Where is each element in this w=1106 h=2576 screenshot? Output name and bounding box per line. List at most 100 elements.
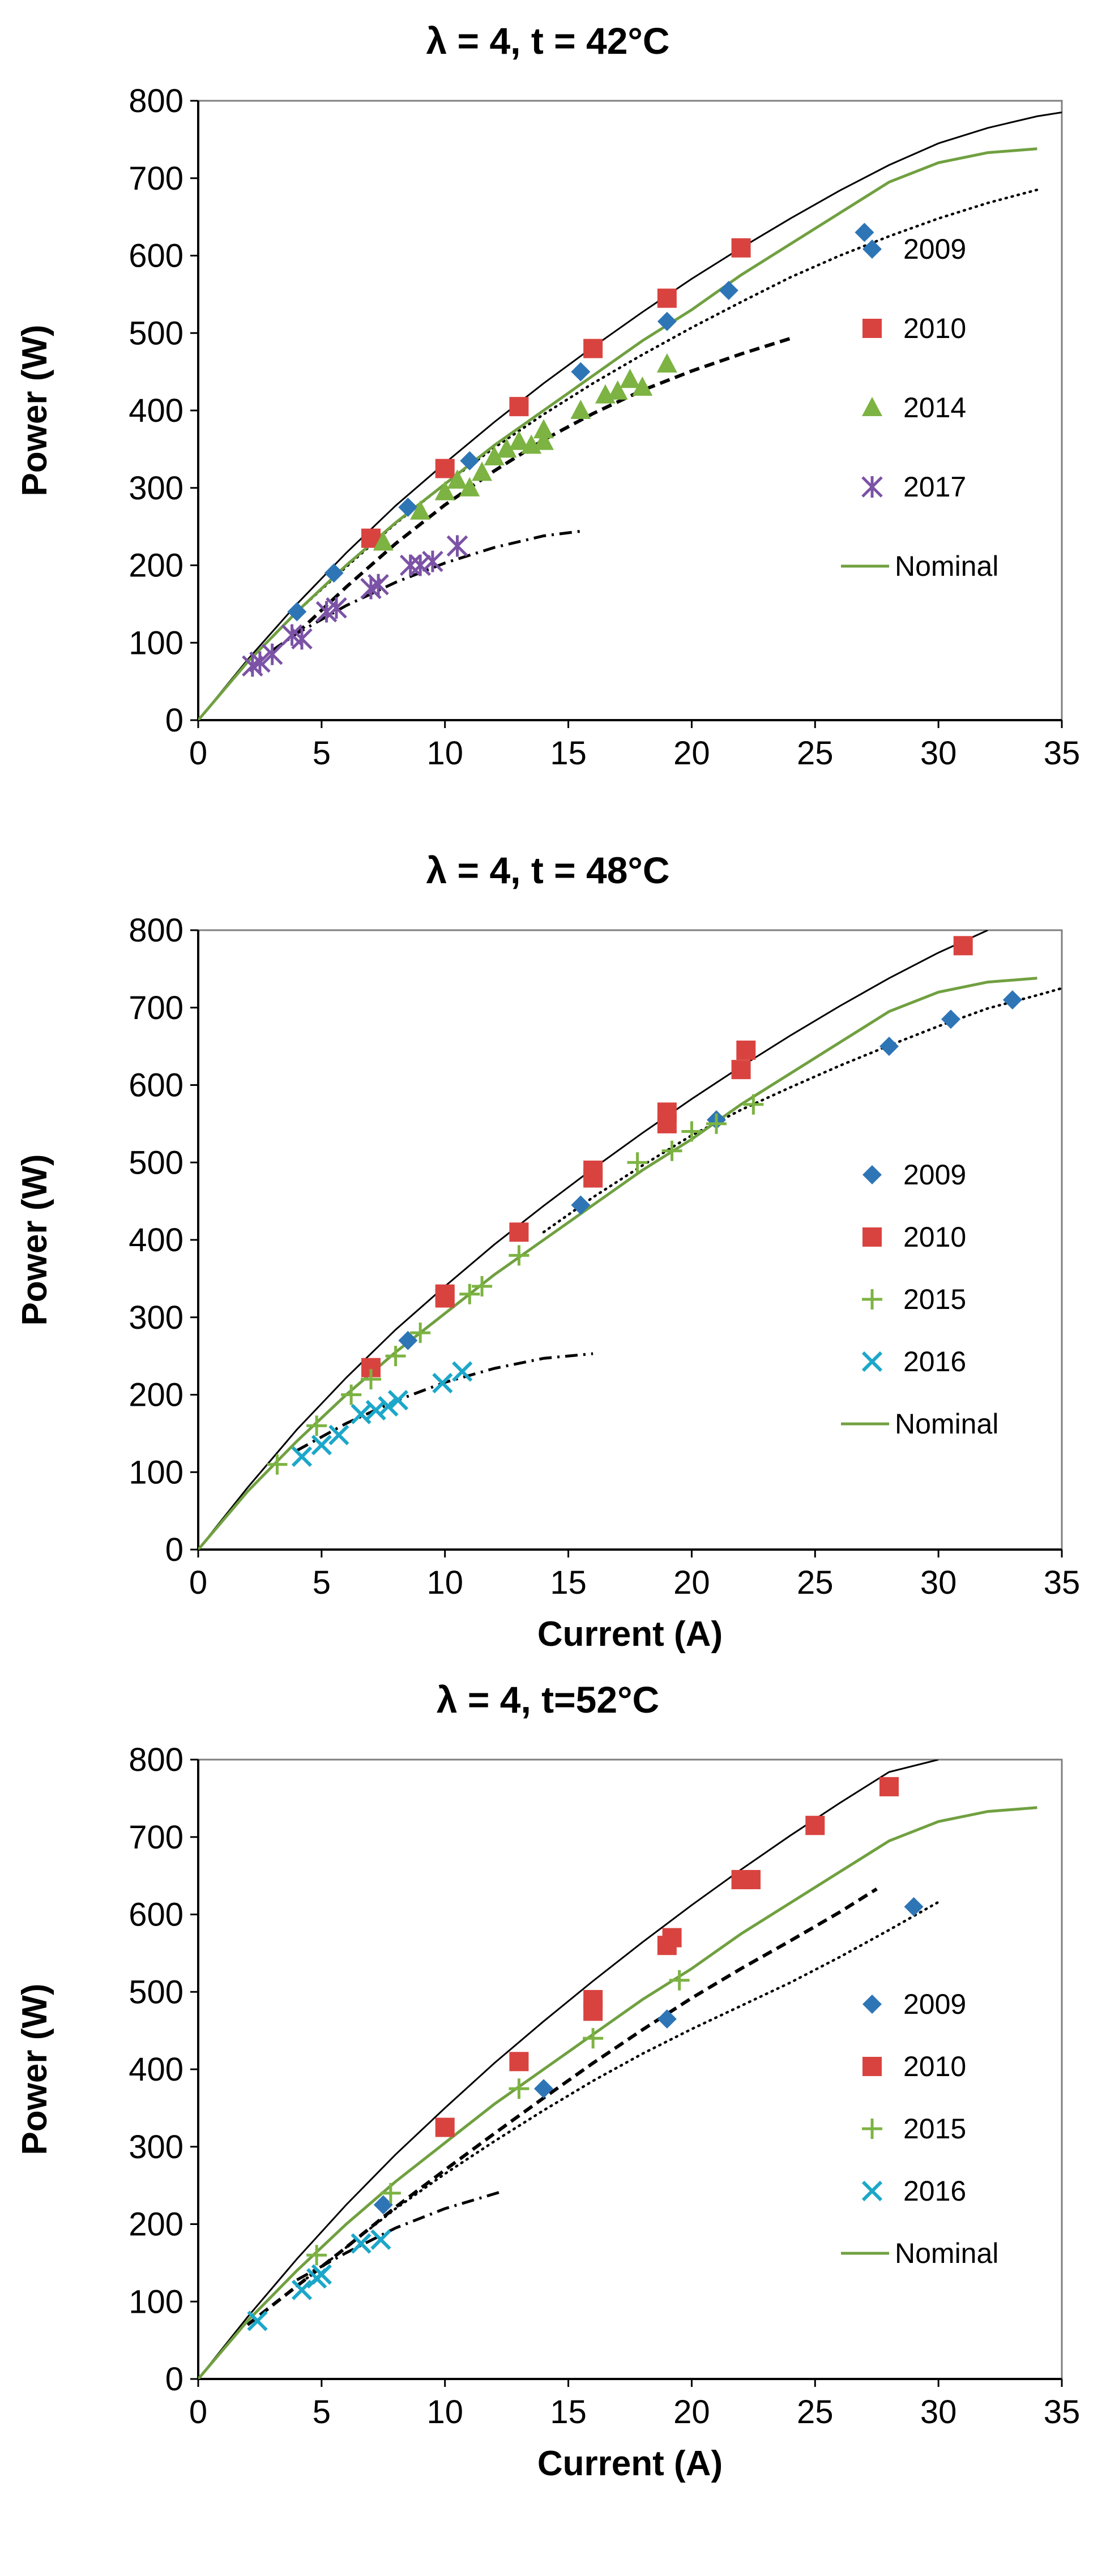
y-tick-label: 200 <box>129 547 183 584</box>
legend-label-2015: 2015 <box>903 2113 966 2145</box>
legend-swatch-2016 <box>861 1351 883 1372</box>
legend-label-2009: 2009 <box>903 1159 966 1191</box>
x-tick-label: 25 <box>797 2394 834 2430</box>
data-point-2009 <box>287 602 307 622</box>
legend-42c: 2009 2010 2014 2017 Nominal <box>841 233 998 582</box>
series-line-nominal <box>198 1806 1037 2379</box>
data-point-2015 <box>410 1323 431 1343</box>
data-point-2015 <box>509 2078 529 2099</box>
x-tick-label: 10 <box>426 1564 463 1601</box>
x-tick-label: 0 <box>189 2394 207 2430</box>
data-point-2016 <box>378 1396 399 1417</box>
chart-svg-42c: λ = 4, t = 42°C0100200300400500600700800… <box>15 20 1080 772</box>
data-point-2015 <box>306 2245 327 2266</box>
data-point-2017 <box>446 535 468 557</box>
x-tick-label: 20 <box>673 735 710 772</box>
y-tick-label: 400 <box>129 1222 183 1259</box>
legend-label-2017: 2017 <box>903 471 966 503</box>
legend-swatch-2017 <box>861 476 883 498</box>
data-point-2010 <box>583 1160 603 1180</box>
data-point-2014 <box>373 531 394 551</box>
y-tick-label: 800 <box>129 1741 183 1778</box>
data-point-2009 <box>373 2195 393 2215</box>
x-axis-label: Current (A) <box>537 1615 723 1654</box>
legend-swatch-2015 <box>862 1289 882 1310</box>
data-point-2017 <box>422 550 443 572</box>
data-point-2014 <box>607 380 628 400</box>
data-point-2016 <box>311 2264 332 2285</box>
data-point-2009 <box>657 311 677 331</box>
y-tick-label: 600 <box>129 1067 183 1104</box>
data-point-2015 <box>306 1415 327 1436</box>
legend-swatch-2014 <box>862 397 882 416</box>
data-point-2015 <box>472 1276 493 1297</box>
x-tick-label: 30 <box>920 2394 957 2430</box>
data-point-2015 <box>669 1970 690 1991</box>
series-line-nominal <box>198 977 1037 1550</box>
data-point-2016 <box>328 1424 349 1445</box>
legend-label-2014: 2014 <box>903 392 966 423</box>
y-tick-label: 200 <box>129 1377 183 1414</box>
data-point-2014 <box>533 430 554 450</box>
data-point-2017 <box>261 643 283 665</box>
data-point-2010 <box>583 1989 603 2009</box>
data-point-2017 <box>368 574 389 596</box>
data-point-2016 <box>291 1446 313 1467</box>
data-point-2015 <box>627 1152 648 1173</box>
y-tick-label: 500 <box>129 1974 183 2010</box>
data-point-2009 <box>1002 990 1022 1010</box>
y-tick-label: 700 <box>129 1819 183 1856</box>
data-point-2015 <box>267 1454 288 1475</box>
fit-line-solid-thin <box>198 112 1062 720</box>
x-tick-label: 30 <box>920 1564 957 1601</box>
legend-swatch-2010 <box>862 319 882 338</box>
x-tick-label: 10 <box>426 2394 463 2430</box>
series-2015 <box>267 1094 764 1475</box>
data-point-2014 <box>620 369 640 388</box>
data-point-2015 <box>385 1346 406 1367</box>
x-tick-label: 20 <box>673 1564 710 1601</box>
data-point-2010 <box>805 1816 825 1835</box>
data-point-2009 <box>324 563 344 583</box>
y-tick-label: 300 <box>129 470 183 507</box>
data-point-2016 <box>432 1372 453 1394</box>
data-point-2014 <box>570 400 591 419</box>
data-point-2017 <box>291 628 313 650</box>
plot-content-48c <box>198 930 1062 1550</box>
legend-swatch-2010 <box>862 1227 882 1247</box>
data-point-2014 <box>656 353 677 373</box>
y-tick-label: 600 <box>129 238 183 275</box>
data-point-2017 <box>409 554 431 576</box>
y-tick-label: 200 <box>129 2206 183 2243</box>
data-point-2016 <box>291 2279 313 2300</box>
y-tick-label: 100 <box>129 2283 183 2320</box>
data-point-2010 <box>657 288 677 308</box>
series-2010 <box>361 936 973 1377</box>
y-tick-label: 300 <box>129 2129 183 2166</box>
legend-label-2010: 2010 <box>903 2051 966 2082</box>
data-point-2010 <box>583 339 603 358</box>
data-point-2014 <box>484 446 505 466</box>
data-point-2010 <box>741 1869 761 1889</box>
legend-label-2016: 2016 <box>903 1346 966 1377</box>
x-tick-label: 15 <box>550 735 587 772</box>
chart-title-42c: λ = 4, t = 42°C <box>426 20 670 62</box>
data-point-2014 <box>459 477 480 497</box>
series-2010 <box>435 1777 899 2137</box>
data-point-2009 <box>719 281 738 301</box>
series-2009 <box>373 1897 924 2215</box>
chart-svg-52c: λ = 4, t=52°C 0 100 200 300 400 500 600 700 800 0 5… <box>15 1679 1080 2483</box>
legend-label-2015: 2015 <box>903 1283 966 1315</box>
data-point-2010 <box>731 1060 751 1080</box>
data-point-2015 <box>743 1094 764 1115</box>
data-point-2014 <box>434 481 455 500</box>
x-tick-label: 25 <box>797 1564 834 1601</box>
data-point-2014 <box>447 469 468 489</box>
data-point-2010 <box>435 1284 455 1304</box>
y-tick-label: 500 <box>129 315 183 352</box>
data-point-2009 <box>460 451 480 470</box>
legend-label-Nominal: Nominal <box>895 550 998 582</box>
chart-panel-52c: λ = 4, t=52°C 0 100 200 300 400 500 600 700 800 0 5… <box>0 1659 1106 2488</box>
legend-48c: 2009 2010 2015 2016 Nominal <box>841 1159 998 1440</box>
